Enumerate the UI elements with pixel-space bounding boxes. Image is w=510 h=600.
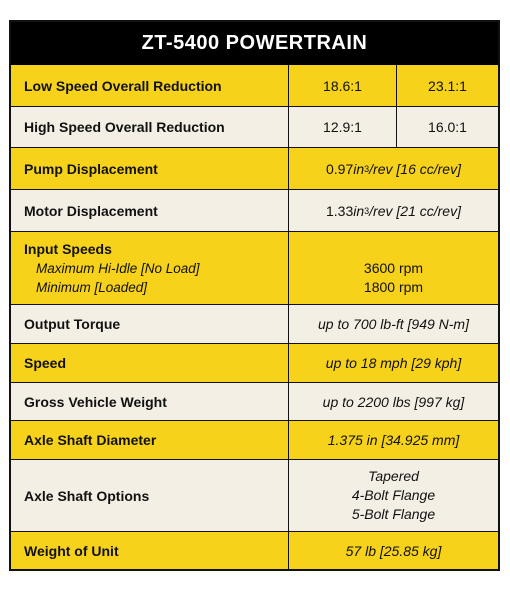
option-tapered: Tapered	[368, 468, 419, 484]
value-number: 0.97	[326, 160, 354, 177]
row-output-torque: Output Torque up to 700 lb-ft [949 N-m]	[11, 304, 498, 343]
row-high-speed-reduction: High Speed Overall Reduction 12.9:1 16.0…	[11, 106, 498, 147]
row-value: up to 2200 lbs [997 kg]	[289, 383, 498, 420]
row-sublabel-max: Maximum Hi-Idle [No Load]	[36, 260, 200, 276]
value-unit-rest: /rev [16 cc/rev]	[369, 160, 461, 177]
row-values: 18.6:1 23.1:1	[289, 65, 498, 106]
row-gross-vehicle-weight: Gross Vehicle Weight up to 2200 lbs [997…	[11, 382, 498, 420]
row-motor-displacement: Motor Displacement 1.33 in 3/rev [21 cc/r…	[11, 189, 498, 231]
value-text: up to 2200 lbs [997 kg]	[322, 393, 465, 410]
row-label: Speed	[11, 344, 289, 382]
row-input-speeds: Input Speeds Maximum Hi-Idle [No Load] M…	[11, 231, 498, 304]
max-speed-value: 3600 rpm	[363, 259, 424, 276]
value-number: 1.33	[326, 202, 354, 219]
value-text: 1.375 in [34.925 mm]	[327, 432, 460, 448]
row-label: Motor Displacement	[11, 190, 289, 231]
row-value: 3600 rpm 1800 rpm	[289, 232, 498, 304]
powertrain-spec-table: ZT-5400 POWERTRAIN Low Speed Overall Red…	[9, 20, 500, 571]
ratio-value-1: 18.6:1	[289, 65, 397, 106]
row-value: 1.375 in [34.925 mm]	[289, 421, 498, 459]
row-label: Low Speed Overall Reduction	[11, 65, 289, 106]
row-label: High Speed Overall Reduction	[11, 107, 289, 147]
row-axle-shaft-options: Axle Shaft Options Tapered 4-Bolt Flange…	[11, 459, 498, 531]
min-speed-value: 1800 rpm	[363, 278, 424, 295]
row-pump-displacement: Pump Displacement 0.97 in 3/rev [16 cc/re…	[11, 147, 498, 189]
row-values: 12.9:1 16.0:1	[289, 107, 498, 147]
row-label: Weight of Unit	[11, 532, 289, 569]
value-text: up to 700 lb-ft [949 N-m]	[318, 316, 469, 332]
value-text: 57 lb [25.85 kg]	[345, 542, 442, 559]
row-label-group: Input Speeds Maximum Hi-Idle [No Load] M…	[11, 232, 289, 304]
option-4-bolt: 4-Bolt Flange	[351, 487, 436, 503]
row-speed: Speed up to 18 mph [29 kph]	[11, 343, 498, 382]
row-value: 57 lb [25.85 kg]	[289, 532, 498, 569]
row-value: up to 700 lb-ft [949 N-m]	[289, 305, 498, 343]
row-value: Tapered 4-Bolt Flange 5-Bolt Flange	[289, 460, 498, 531]
row-label: Output Torque	[11, 305, 289, 343]
row-low-speed-reduction: Low Speed Overall Reduction 18.6:1 23.1:…	[11, 65, 498, 106]
value-unit: in	[353, 160, 365, 177]
option-5-bolt: 5-Bolt Flange	[351, 506, 436, 522]
row-label: Axle Shaft Options	[11, 460, 289, 531]
ratio-value-2: 23.1:1	[428, 77, 467, 94]
row-label: Gross Vehicle Weight	[11, 383, 289, 420]
ratio-value-1: 12.9:1	[289, 107, 397, 147]
value-text: up to 18 mph [29 kph]	[325, 355, 462, 371]
row-label: Input Speeds	[24, 240, 112, 257]
ratio-value-2: 16.0:1	[428, 119, 467, 135]
table-title: ZT-5400 POWERTRAIN	[11, 22, 498, 65]
row-value: 0.97 in 3/rev [16 cc/rev]	[326, 160, 461, 177]
row-weight-of-unit: Weight of Unit 57 lb [25.85 kg]	[11, 531, 498, 569]
row-value: up to 18 mph [29 kph]	[289, 344, 498, 382]
row-label: Axle Shaft Diameter	[11, 421, 289, 459]
value-unit-rest: /rev [21 cc/rev]	[369, 202, 461, 219]
row-axle-shaft-diameter: Axle Shaft Diameter 1.375 in [34.925 mm]	[11, 420, 498, 459]
row-value: 1.33 in 3/rev [21 cc/rev]	[326, 202, 461, 219]
row-label: Pump Displacement	[11, 148, 289, 189]
row-sublabel-min: Minimum [Loaded]	[36, 279, 148, 295]
value-unit: in	[353, 202, 365, 219]
